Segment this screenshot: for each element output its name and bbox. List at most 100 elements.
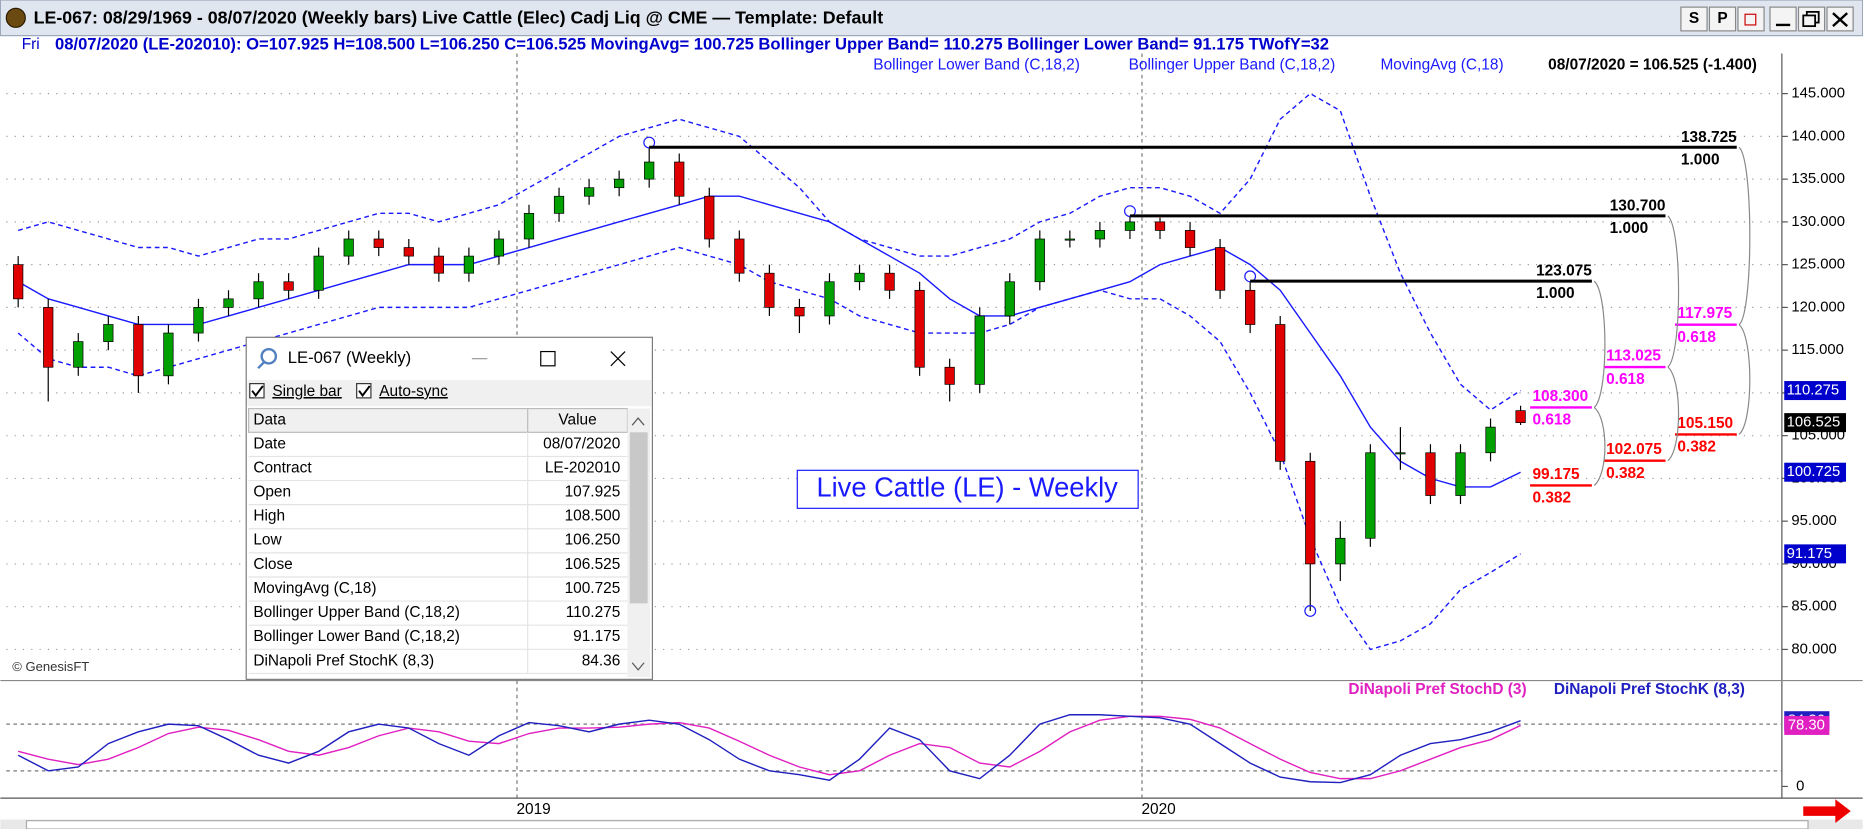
candle-body: [1305, 460, 1316, 565]
button-s-label[interactable]: S: [1689, 10, 1699, 27]
fib-level-ratio: 0.618: [1677, 329, 1716, 346]
fib-ratio: 1.000: [1536, 285, 1575, 302]
candle-body: [1335, 537, 1346, 565]
fib-high-label: 138.725: [1681, 129, 1737, 146]
button-p-label[interactable]: P: [1717, 10, 1727, 27]
fib-level-label: 102.075: [1606, 441, 1662, 458]
candle-body: [1004, 281, 1015, 317]
candle-body: [73, 341, 84, 368]
candle-body: [1094, 230, 1106, 240]
value-marker: [1784, 715, 1830, 735]
candle-body: [283, 281, 294, 291]
title-bar: [0, 0, 1863, 37]
y-tick-label: 115.000: [1791, 342, 1844, 358]
table-scroll-thumb[interactable]: [629, 432, 648, 604]
button-p[interactable]: [1708, 6, 1737, 32]
candle-body: [1124, 221, 1136, 231]
row-value: 84.36: [582, 652, 621, 669]
candle-body: [974, 315, 985, 385]
fib-level-label: 105.150: [1677, 415, 1733, 432]
price-marker-label: 110.275: [1787, 382, 1840, 398]
scroll-down[interactable]: [631, 662, 645, 671]
y-tick-label: 80.000: [1791, 641, 1836, 657]
candle-body: [103, 324, 114, 342]
fib-bracket: [1593, 406, 1606, 486]
candle-body: [163, 332, 174, 377]
stoch-line: [17, 714, 1521, 784]
row-label: MovingAvg (C,18): [253, 580, 376, 597]
checkbox[interactable]: [356, 383, 372, 399]
fib-level-ratio: 0.382: [1677, 439, 1716, 456]
fib-bracket: [1667, 366, 1680, 462]
candle-body: [674, 161, 685, 197]
info-day: Fri: [22, 36, 40, 53]
candle-body: [373, 238, 384, 248]
scroll-thumb[interactable]: [25, 820, 1809, 829]
fib-bracket: [1593, 280, 1606, 408]
row-label: Low: [253, 532, 282, 549]
candle-body: [1485, 426, 1496, 454]
candle-body: [764, 272, 775, 308]
candle-body: [704, 195, 715, 240]
y-tick-label: 130.000: [1791, 214, 1845, 230]
check-mark: [358, 385, 371, 398]
button-detach[interactable]: [1737, 6, 1765, 32]
candle-body: [644, 161, 655, 180]
y-tick-label: 0: [1796, 778, 1804, 794]
row-value: 108.500: [565, 508, 621, 525]
price-marker-label: 100.725: [1787, 464, 1841, 480]
candle-body: [944, 366, 955, 385]
candle-body: [13, 264, 24, 300]
checkbox[interactable]: [249, 383, 265, 399]
row-label: Date: [253, 435, 286, 452]
y-tick-label: 140.000: [1791, 128, 1845, 144]
candle-body: [1275, 324, 1286, 462]
candle-body: [1365, 452, 1376, 539]
price-marker: [1784, 462, 1847, 482]
info-line: 08/07/2020 (LE-202010): O=107.925 H=108.…: [55, 35, 1329, 54]
candle-body: [1154, 221, 1166, 231]
candle-body: [1214, 247, 1226, 291]
candle-body: [253, 281, 264, 300]
last-summary: 08/07/2020 = 106.525 (-1.400): [1548, 56, 1757, 73]
fib-level-ratio: 0.618: [1532, 412, 1571, 429]
button-minimize[interactable]: [1769, 6, 1797, 32]
fib-bracket: [1738, 146, 1751, 326]
row-value: 107.925: [565, 483, 621, 500]
option-label[interactable]: Auto-sync: [379, 383, 448, 400]
candle-body: [1455, 452, 1466, 496]
row-label: Bollinger Upper Band (C,18,2): [253, 604, 460, 621]
close-button[interactable]: [610, 351, 626, 367]
indicator-line: [17, 92, 1521, 411]
price-marker: [1784, 413, 1847, 433]
data-window-title: LE-067 (Weekly): [288, 348, 411, 367]
maximize-button[interactable]: [540, 350, 556, 367]
x-tick-label: 2020: [1141, 801, 1175, 818]
scroll-arrow[interactable]: [1803, 799, 1851, 824]
option-label[interactable]: Single bar: [272, 383, 341, 400]
legend-entry: DiNapoli Pref StochD (3): [1348, 681, 1526, 698]
swing-marker: [1304, 605, 1317, 617]
button-s[interactable]: [1680, 6, 1708, 32]
price-marker: [1784, 381, 1847, 401]
fib-level-label: 108.300: [1532, 388, 1588, 405]
close-icon: [1832, 12, 1849, 28]
scroll-up[interactable]: [631, 417, 645, 426]
candle-body: [824, 281, 835, 317]
y-tick-label: 145.000: [1791, 86, 1845, 102]
window-icon: [260, 347, 278, 365]
y-tick-label: 95.000: [1791, 513, 1836, 529]
y-tick-label: 120.000: [1791, 299, 1845, 315]
window-icon: [257, 361, 265, 370]
fib-level-ratio: 0.382: [1532, 490, 1571, 507]
check-mark: [251, 385, 264, 398]
chart-label-box: [796, 469, 1139, 509]
candle-body: [433, 255, 444, 274]
header-cell: Data: [253, 412, 286, 429]
row-value: 100.725: [565, 580, 621, 597]
fib-high-label: 130.700: [1610, 197, 1666, 214]
row-label: DiNapoli Pref StochK (8,3): [253, 652, 434, 669]
candle-body: [1245, 289, 1256, 325]
